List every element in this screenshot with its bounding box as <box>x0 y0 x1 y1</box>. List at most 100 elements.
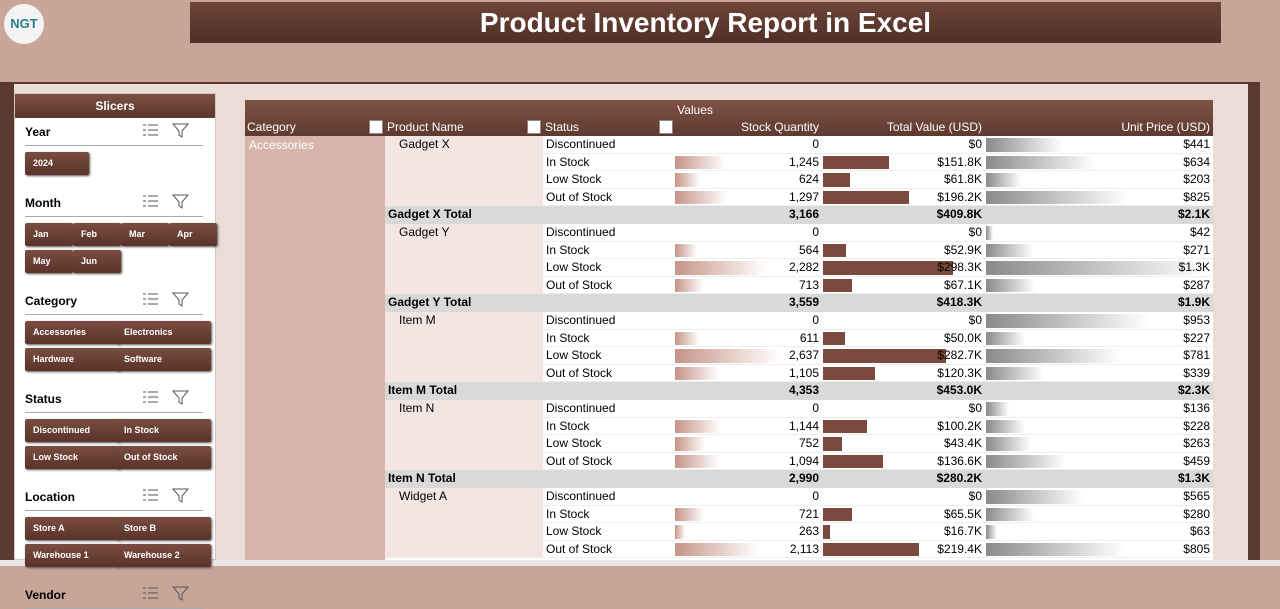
status: In Stock <box>546 330 590 345</box>
status: Low Stock <box>546 524 602 539</box>
price-bar <box>986 349 1121 363</box>
qty-bar <box>675 437 705 451</box>
qty-bar <box>675 173 700 187</box>
slicer-button[interactable]: Warehouse 1 <box>25 544 120 567</box>
value-bar <box>823 525 831 539</box>
slicer-button[interactable]: Jun <box>73 250 121 273</box>
slicer-button[interactable]: Warehouse 2 <box>116 544 211 567</box>
total-value: $43.4K <box>943 436 982 451</box>
slicer-button[interactable]: Discontinued <box>25 419 120 442</box>
price-bar <box>986 454 1066 469</box>
row-line <box>543 469 1213 471</box>
total-value: $67.1K <box>943 277 982 292</box>
total-value: $100.2K <box>937 418 982 433</box>
price-bar <box>986 173 1021 187</box>
slicer-icons[interactable] <box>141 122 191 138</box>
slicer-button[interactable]: Out of Stock <box>116 446 211 469</box>
status: Out of Stock <box>546 365 613 380</box>
qty-bar <box>675 190 727 205</box>
value-bar <box>823 190 909 205</box>
status: Discontinued <box>546 401 616 415</box>
total-value: $16.7K <box>943 524 982 539</box>
total-value: $65.5K <box>943 506 982 521</box>
row-line <box>543 363 1213 365</box>
total-value: $61.8K <box>943 172 982 187</box>
slicer-button[interactable]: Mar <box>121 223 169 246</box>
status: In Stock <box>546 154 590 169</box>
total-value: $409.8K <box>936 207 982 222</box>
row-line <box>543 557 1213 559</box>
unit-price: $280 <box>1183 506 1210 521</box>
slicer-button[interactable]: Feb <box>73 223 121 246</box>
price-bar <box>986 437 1032 451</box>
row-line <box>543 152 1213 154</box>
stock-quantity: 0 <box>812 225 819 239</box>
slicer-button[interactable]: Hardware <box>25 348 120 371</box>
product-name: Widget A <box>399 489 448 503</box>
slicer-button[interactable]: Low Stock <box>25 446 120 469</box>
unit-price: $459 <box>1183 453 1210 468</box>
filter-dropdown[interactable] <box>527 120 541 134</box>
slicer-button[interactable]: 2024 <box>25 152 89 175</box>
slicer-button[interactable]: May <box>25 250 73 273</box>
filter-dropdown[interactable] <box>369 120 383 134</box>
value-bar <box>823 261 953 275</box>
category-label: Accessories <box>249 138 314 152</box>
title: Product Inventory Report in Excel <box>190 2 1221 43</box>
slicer-title: Year <box>25 122 203 146</box>
category-cell <box>245 136 385 560</box>
slicer-button[interactable]: Software <box>116 348 211 371</box>
slicer-icons[interactable] <box>141 291 191 307</box>
total-label: Gadget X Total <box>388 207 472 222</box>
qty-bar <box>675 525 686 539</box>
status: Out of Stock <box>546 541 613 556</box>
status: In Stock <box>546 506 590 521</box>
status: Low Stock <box>546 260 602 275</box>
slicer-button[interactable]: In Stock <box>116 419 211 442</box>
status: Out of Stock <box>546 277 613 292</box>
price-bar <box>986 366 1045 381</box>
slicer-button[interactable]: Accessories <box>25 321 120 344</box>
row-line <box>543 205 1213 207</box>
slicer-button[interactable]: Store A <box>25 517 120 540</box>
slicer-button[interactable]: Electronics <box>116 321 211 344</box>
row-line <box>543 346 1213 348</box>
qty-bar <box>675 261 766 275</box>
total-value: $52.9K <box>943 242 982 257</box>
price-bar <box>986 261 1210 275</box>
value-bar <box>823 243 847 258</box>
column-header: Product Name <box>387 120 464 134</box>
unit-price: $227 <box>1183 330 1210 345</box>
stock-quantity: 752 <box>798 436 819 451</box>
price-bar <box>986 490 1084 504</box>
row-line <box>543 539 1213 541</box>
value-bar <box>823 366 876 381</box>
qty-bar <box>675 331 700 346</box>
slicer-icons[interactable] <box>141 585 191 601</box>
total-value: $453.0K <box>936 383 982 398</box>
slicer-icons[interactable] <box>141 487 191 503</box>
value-bar <box>823 507 852 522</box>
slicer-icons[interactable] <box>141 389 191 405</box>
value-bar <box>823 454 883 469</box>
total-value: $219.4K <box>937 541 982 556</box>
product-cell <box>385 136 543 207</box>
slicer-button[interactable]: Jan <box>25 223 73 246</box>
price-bar <box>986 419 1026 434</box>
slicer-icons[interactable] <box>141 193 191 209</box>
unit-price: $781 <box>1183 348 1210 363</box>
stock-quantity: 2,637 <box>788 348 819 363</box>
price-bar <box>986 243 1033 258</box>
stock-quantity: 564 <box>798 242 819 257</box>
unit-price: $136 <box>1183 401 1210 415</box>
stock-quantity: 611 <box>799 330 819 345</box>
slicer-button[interactable]: Store B <box>116 517 211 540</box>
status: In Stock <box>546 418 590 433</box>
status: Discontinued <box>546 137 616 151</box>
qty-bar <box>675 366 719 381</box>
total-qty: 3,559 <box>788 295 819 310</box>
stock-quantity: 624 <box>798 172 819 187</box>
slicer-button[interactable]: Apr <box>169 223 217 246</box>
total-price: $2.3K <box>1177 383 1210 398</box>
filter-dropdown[interactable] <box>659 120 673 134</box>
